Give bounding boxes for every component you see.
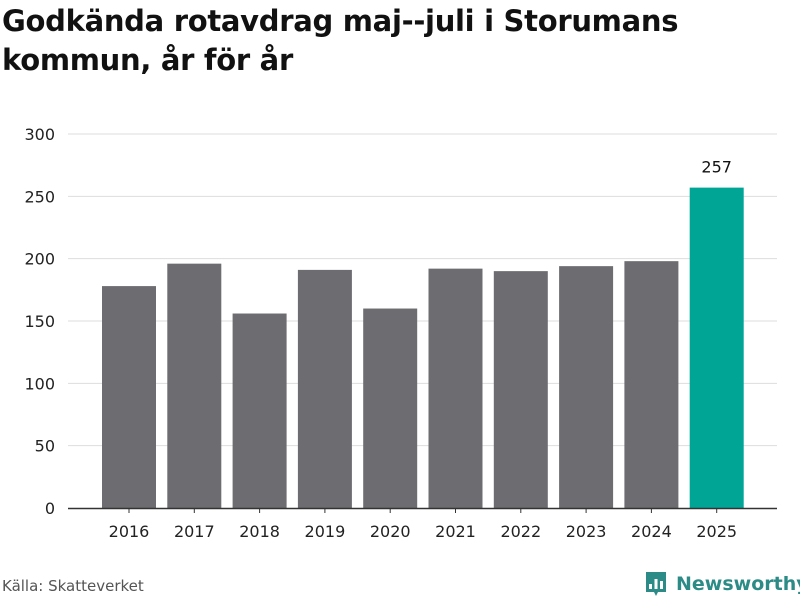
x-tick-label: 2025 xyxy=(696,522,737,541)
source-note: Källa: Skatteverket xyxy=(2,577,144,595)
y-tick-label: 0 xyxy=(45,499,55,518)
brand-logo: Newsworthy xyxy=(644,568,800,600)
bar-2024 xyxy=(624,261,679,508)
bar-chart-logo-icon xyxy=(646,572,666,596)
y-tick-label: 300 xyxy=(24,125,55,144)
bar-2017 xyxy=(167,263,222,508)
x-tick-label: 2024 xyxy=(631,522,672,541)
data-labels: 257 xyxy=(701,158,732,177)
x-tick-label: 2023 xyxy=(566,522,607,541)
x-axis-ticks: 2016 2017 2018 2019 2020 2021 2022 2023 2024 2025 xyxy=(109,508,737,541)
x-tick-label: 2017 xyxy=(174,522,215,541)
bar-2023 xyxy=(559,266,614,508)
y-axis-ticks: 0 50 100 150 200 250 300 xyxy=(24,125,55,518)
y-tick-label: 50 xyxy=(35,437,55,456)
bar-2018 xyxy=(232,313,287,508)
x-tick-label: 2016 xyxy=(109,522,150,541)
bar-2019 xyxy=(297,269,352,508)
x-tick-label: 2021 xyxy=(435,522,476,541)
x-tick-label: 2020 xyxy=(370,522,411,541)
chart-title: Godkända rotavdrag maj--juli i Storumans… xyxy=(2,4,679,77)
brand-name: Newsworthy xyxy=(676,573,800,595)
bar-2025 xyxy=(689,187,744,508)
y-tick-label: 200 xyxy=(24,250,55,269)
bar-2020 xyxy=(363,308,418,508)
bars xyxy=(102,187,744,508)
bar-2021 xyxy=(428,268,483,508)
bar-2016 xyxy=(102,286,156,508)
x-tick-label: 2018 xyxy=(239,522,280,541)
y-tick-label: 150 xyxy=(24,312,55,331)
x-tick-label: 2019 xyxy=(305,522,346,541)
y-tick-label: 100 xyxy=(24,374,55,393)
y-tick-label: 250 xyxy=(24,187,55,206)
data-label: 257 xyxy=(701,158,732,177)
x-tick-label: 2022 xyxy=(500,522,541,541)
bar-2022 xyxy=(493,271,548,508)
